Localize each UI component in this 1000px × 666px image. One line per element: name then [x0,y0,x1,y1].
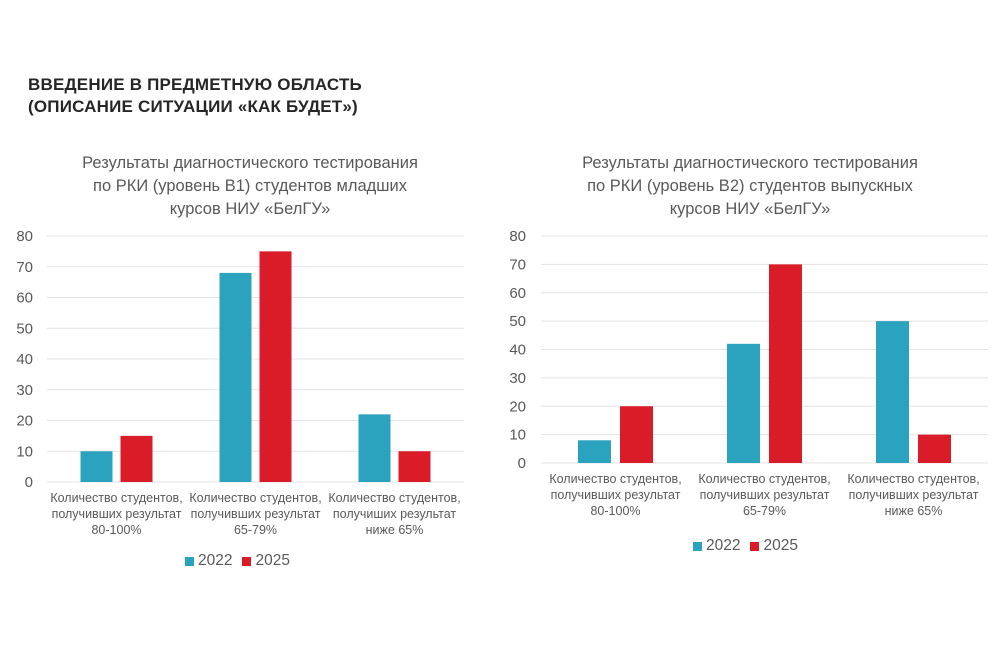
y-tick-label: 60 [16,290,33,307]
bar-2022-cat-2 [727,343,760,463]
bar-2022-cat-1 [578,440,611,463]
chart-1-legend-2025: 2025 [242,552,290,570]
y-tick-label: 60 [509,285,526,302]
y-tick-label: 30 [16,382,33,399]
x-category-label-line: получивших результат [51,507,182,521]
legend-swatch-2025 [750,541,760,551]
x-category-label-line: Количество студентов, [698,472,831,486]
y-tick-label: 40 [16,351,33,368]
slide-heading: ВВЕДЕНИЕ В ПРЕДМЕТНУЮ ОБЛАСТЬ (ОПИСАНИЕ … [28,74,362,118]
x-category-label-line: получивших результат [550,488,681,502]
legend-label-2022: 2022 [706,537,741,554]
bar-2025-cat-2 [769,264,802,463]
chart-2-title-line-3: курсов НИУ «БелГУ» [669,200,831,218]
heading-line-1: ВВЕДЕНИЕ В ПРЕДМЕТНУЮ ОБЛАСТЬ [28,75,362,94]
x-category-label-line: 65-79% [233,523,278,537]
legend-label-2025: 2025 [763,537,798,554]
y-tick-label: 50 [509,313,526,330]
x-category-label-line: получивших результат [848,488,979,502]
x-category-label-line: получивших результат [699,488,830,502]
y-tick-label: 10 [16,443,33,460]
x-category-label-line: ниже 65% [365,523,424,537]
x-category-label: Количество студентов, получивших результа… [541,471,690,519]
y-tick-label: 80 [509,228,526,245]
chart-1-legend: 2022 2025 [185,552,290,570]
x-category-label: Количество студентов, получивших результа… [839,471,988,519]
legend-swatch-2022 [185,556,194,566]
y-tick-label: 40 [509,342,526,359]
x-category-label-line: получиших результат [332,507,457,521]
bar-2025-cat-2 [259,251,292,482]
y-tick-label: 20 [509,398,526,415]
x-category-label: Количество студентов, получивших результа… [690,471,839,519]
x-category-label-line: получивших результат [190,507,321,521]
legend-swatch-2025 [242,556,252,566]
x-category-label-line: 80-100% [590,504,641,518]
heading-line-2: (ОПИСАНИЕ СИТУАЦИИ «КАК БУДЕТ») [28,97,358,116]
bar-2025-cat-3 [398,451,431,482]
y-tick-label: 0 [518,455,526,472]
y-tick-label: 70 [16,259,33,276]
chart-2-title: Результаты диагностического тестирования… [530,152,970,221]
chart-2-title-line-1: Результаты диагностического тестирования [582,154,918,172]
x-category-label-line: Количество студентов, [549,472,682,486]
x-category-label-line: Количество студентов, [328,491,461,505]
chart-2-legend-2022: 2022 [693,537,740,555]
bar-2022-cat-3 [876,321,909,463]
legend-label-2025: 2025 [255,552,290,569]
bar-2025-cat-1 [120,435,153,482]
y-tick-label: 50 [16,320,33,337]
x-category-label-line: ниже 65% [884,504,943,518]
chart-1-title-line-3: курсов НИУ «БелГУ» [169,200,331,218]
x-category-label-line: Количество студентов, [847,472,980,486]
x-category-label: Количество студентов, получивших результа… [186,490,325,538]
y-tick-label: 30 [509,370,526,387]
bar-2022-cat-3 [358,414,391,482]
y-tick-label: 10 [509,427,526,444]
chart-1-title-line-2: по РКИ (уровень В1) студентов младших [93,177,407,195]
bar-2022-cat-1 [80,451,113,482]
x-category-label-line: Количество студентов, [189,491,322,505]
chart-1-title-line-1: Результаты диагностического тестирования [82,154,418,172]
bar-2022-cat-2 [219,272,252,482]
x-category-label-line: 80-100% [91,523,142,537]
x-category-label-line: Количество студентов, [50,491,183,505]
y-tick-label: 20 [16,413,33,430]
chart-2-legend-2025: 2025 [750,537,798,555]
y-tick-label: 80 [16,228,33,245]
x-category-label: Количество студентов, получивших результа… [47,490,186,538]
chart-2-legend: 2022 2025 [693,537,798,555]
chart-1-legend-2022: 2022 [185,552,232,570]
x-category-label-line: 65-79% [742,504,787,518]
bar-2025-cat-3 [918,434,951,463]
bar-2025-cat-1 [620,406,653,463]
x-category-label: Количество студентов, получиших результат… [325,490,464,538]
legend-swatch-2022 [693,541,702,551]
chart-1-title: Результаты диагностического тестирования… [30,152,470,221]
y-tick-label: 0 [25,474,33,491]
chart-2-title-line-2: по РКИ (уровень В2) студентов выпускных [587,177,913,195]
y-tick-label: 70 [509,256,526,273]
legend-label-2022: 2022 [198,552,233,569]
